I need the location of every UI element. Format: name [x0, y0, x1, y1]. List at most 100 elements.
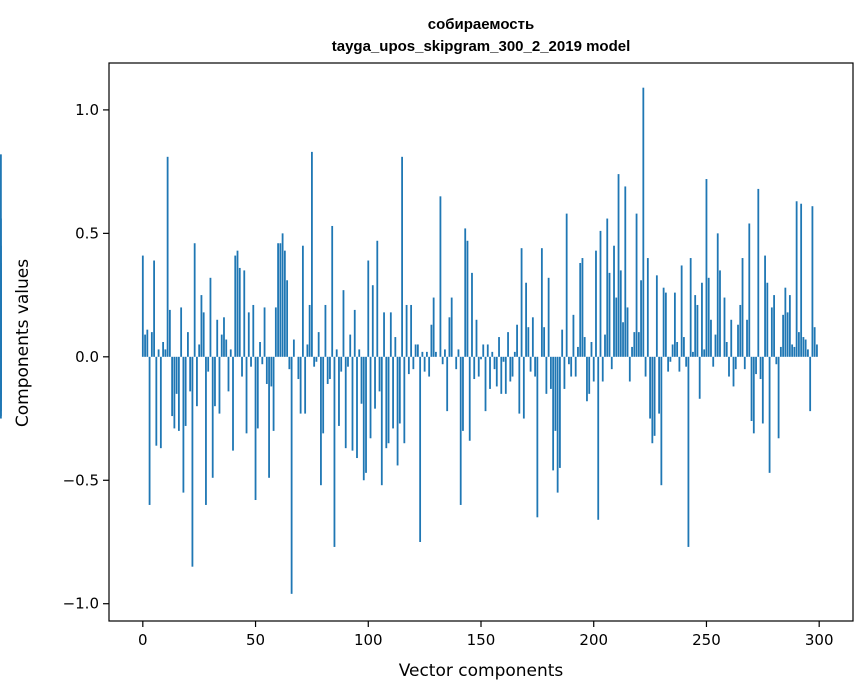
- bar-2: [146, 330, 148, 357]
- bar-121: [415, 344, 417, 356]
- bar-188: [566, 214, 568, 357]
- bar-61: [279, 243, 281, 357]
- bar-209: [613, 246, 615, 357]
- bar-52: [259, 342, 261, 357]
- bar-238: [679, 357, 681, 372]
- bar-44: [241, 357, 243, 377]
- bar-250: [706, 179, 708, 357]
- y-tick-label: 1.0: [75, 101, 99, 119]
- bar-283: [780, 347, 782, 357]
- bar-213: [622, 322, 624, 357]
- bar-251: [708, 278, 710, 357]
- bar-38: [228, 357, 230, 392]
- bar-82: [327, 357, 329, 384]
- bar-140: [458, 349, 460, 356]
- bar-29: [207, 357, 209, 372]
- bar-182: [552, 357, 554, 471]
- bar-244: [692, 352, 694, 357]
- bar-190: [570, 357, 572, 377]
- bar-166: [516, 325, 518, 357]
- bar-285: [784, 288, 786, 357]
- bar-162: [507, 332, 509, 357]
- bar-64: [286, 280, 288, 357]
- bar-90: [345, 357, 347, 448]
- bar-171: [527, 327, 529, 357]
- bar-267: [744, 357, 746, 369]
- bar-298: [814, 327, 816, 357]
- bar-254: [715, 335, 717, 357]
- bar-26: [201, 295, 203, 357]
- bar-277: [766, 283, 768, 357]
- x-axis-label: Vector components: [399, 661, 564, 681]
- bar-230: [660, 357, 662, 485]
- bar-227: [654, 357, 656, 436]
- bar-243: [690, 258, 692, 357]
- x-tick-label: 0: [138, 631, 148, 649]
- bar-86: [336, 349, 338, 356]
- bar-41: [234, 256, 236, 357]
- bar-242: [688, 357, 690, 547]
- bar-173: [532, 317, 534, 357]
- bar-73: [307, 344, 309, 356]
- bar-6: [155, 357, 157, 446]
- bar-195: [582, 258, 584, 357]
- bar-76: [313, 357, 315, 367]
- bar-107: [383, 312, 385, 356]
- bar-75: [311, 152, 313, 357]
- bar-88: [340, 357, 342, 372]
- bar-179: [545, 357, 547, 394]
- bar-150: [480, 357, 482, 359]
- bar-246: [697, 305, 699, 357]
- bar-9: [162, 342, 164, 357]
- bar-57: [270, 357, 272, 387]
- bar-191: [573, 315, 575, 357]
- bar-215: [627, 307, 629, 356]
- bar-130: [435, 352, 437, 357]
- y-tick-label: −0.5: [63, 471, 99, 489]
- bar-211: [618, 174, 620, 357]
- bar-141: [460, 357, 462, 505]
- bar-55: [266, 357, 268, 384]
- bar-261: [730, 320, 732, 357]
- bar-37: [225, 340, 227, 357]
- bar-264: [737, 325, 739, 357]
- bar-129: [433, 298, 435, 357]
- bar-156: [494, 357, 496, 369]
- y-axis-label: Components values: [13, 259, 33, 427]
- bar-170: [525, 283, 527, 357]
- bar-60: [277, 243, 279, 357]
- bar-203: [600, 231, 602, 357]
- chart-title: собираемость: [428, 16, 534, 33]
- bar-146: [471, 273, 473, 357]
- bar-7: [158, 349, 160, 356]
- bar-197: [586, 357, 588, 401]
- y-tick-label: 0.5: [75, 224, 99, 242]
- bar-135: [446, 357, 448, 411]
- bar-undefined: [0, 357, 2, 394]
- bar-77: [316, 357, 318, 362]
- bar-239: [681, 265, 683, 356]
- bar-185: [559, 357, 561, 468]
- bar-210: [615, 298, 617, 357]
- bar-35: [221, 335, 223, 357]
- bar-193: [577, 347, 579, 357]
- bar-94: [354, 310, 356, 357]
- bar-163: [509, 357, 511, 382]
- bar-20: [187, 332, 189, 357]
- bar-111: [392, 357, 394, 429]
- bar-99: [365, 357, 367, 473]
- bar-275: [762, 357, 764, 424]
- bar-69: [297, 357, 299, 379]
- bar-89: [343, 290, 345, 357]
- bar-70: [300, 357, 302, 414]
- bar-282: [778, 357, 780, 438]
- bar-255: [717, 233, 719, 356]
- x-tick-label: 50: [246, 631, 265, 649]
- bar-114: [399, 357, 401, 424]
- bar-144: [467, 241, 469, 357]
- bar-269: [748, 223, 750, 356]
- bar-184: [557, 357, 559, 493]
- bar-222: [642, 88, 644, 357]
- bar-279: [771, 307, 773, 356]
- bar-296: [809, 357, 811, 411]
